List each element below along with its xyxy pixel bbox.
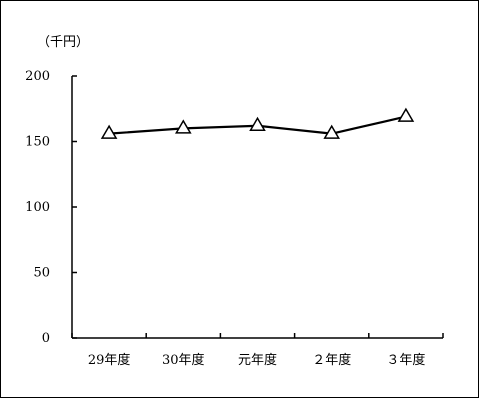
data-point-marker xyxy=(100,124,118,139)
y-tick-label: 50 xyxy=(33,266,50,281)
data-point-marker xyxy=(323,124,341,139)
y-tick-label: 0 xyxy=(42,331,50,346)
x-tick-label: 29年度 xyxy=(88,352,131,368)
y-tick-label: 100 xyxy=(25,200,50,215)
y-unit-label: （千円） xyxy=(37,35,90,50)
x-tick-label: ２年度 xyxy=(312,352,351,368)
y-tick-label: 200 xyxy=(25,69,50,84)
data-point-marker xyxy=(397,107,415,122)
data-point-marker xyxy=(249,116,266,132)
x-tick-label: ３年度 xyxy=(386,352,425,368)
x-tick-label: 30年度 xyxy=(162,352,205,368)
y-tick-label: 150 xyxy=(25,135,50,150)
data-point-marker xyxy=(174,119,192,134)
x-tick-label: 元年度 xyxy=(238,352,277,368)
